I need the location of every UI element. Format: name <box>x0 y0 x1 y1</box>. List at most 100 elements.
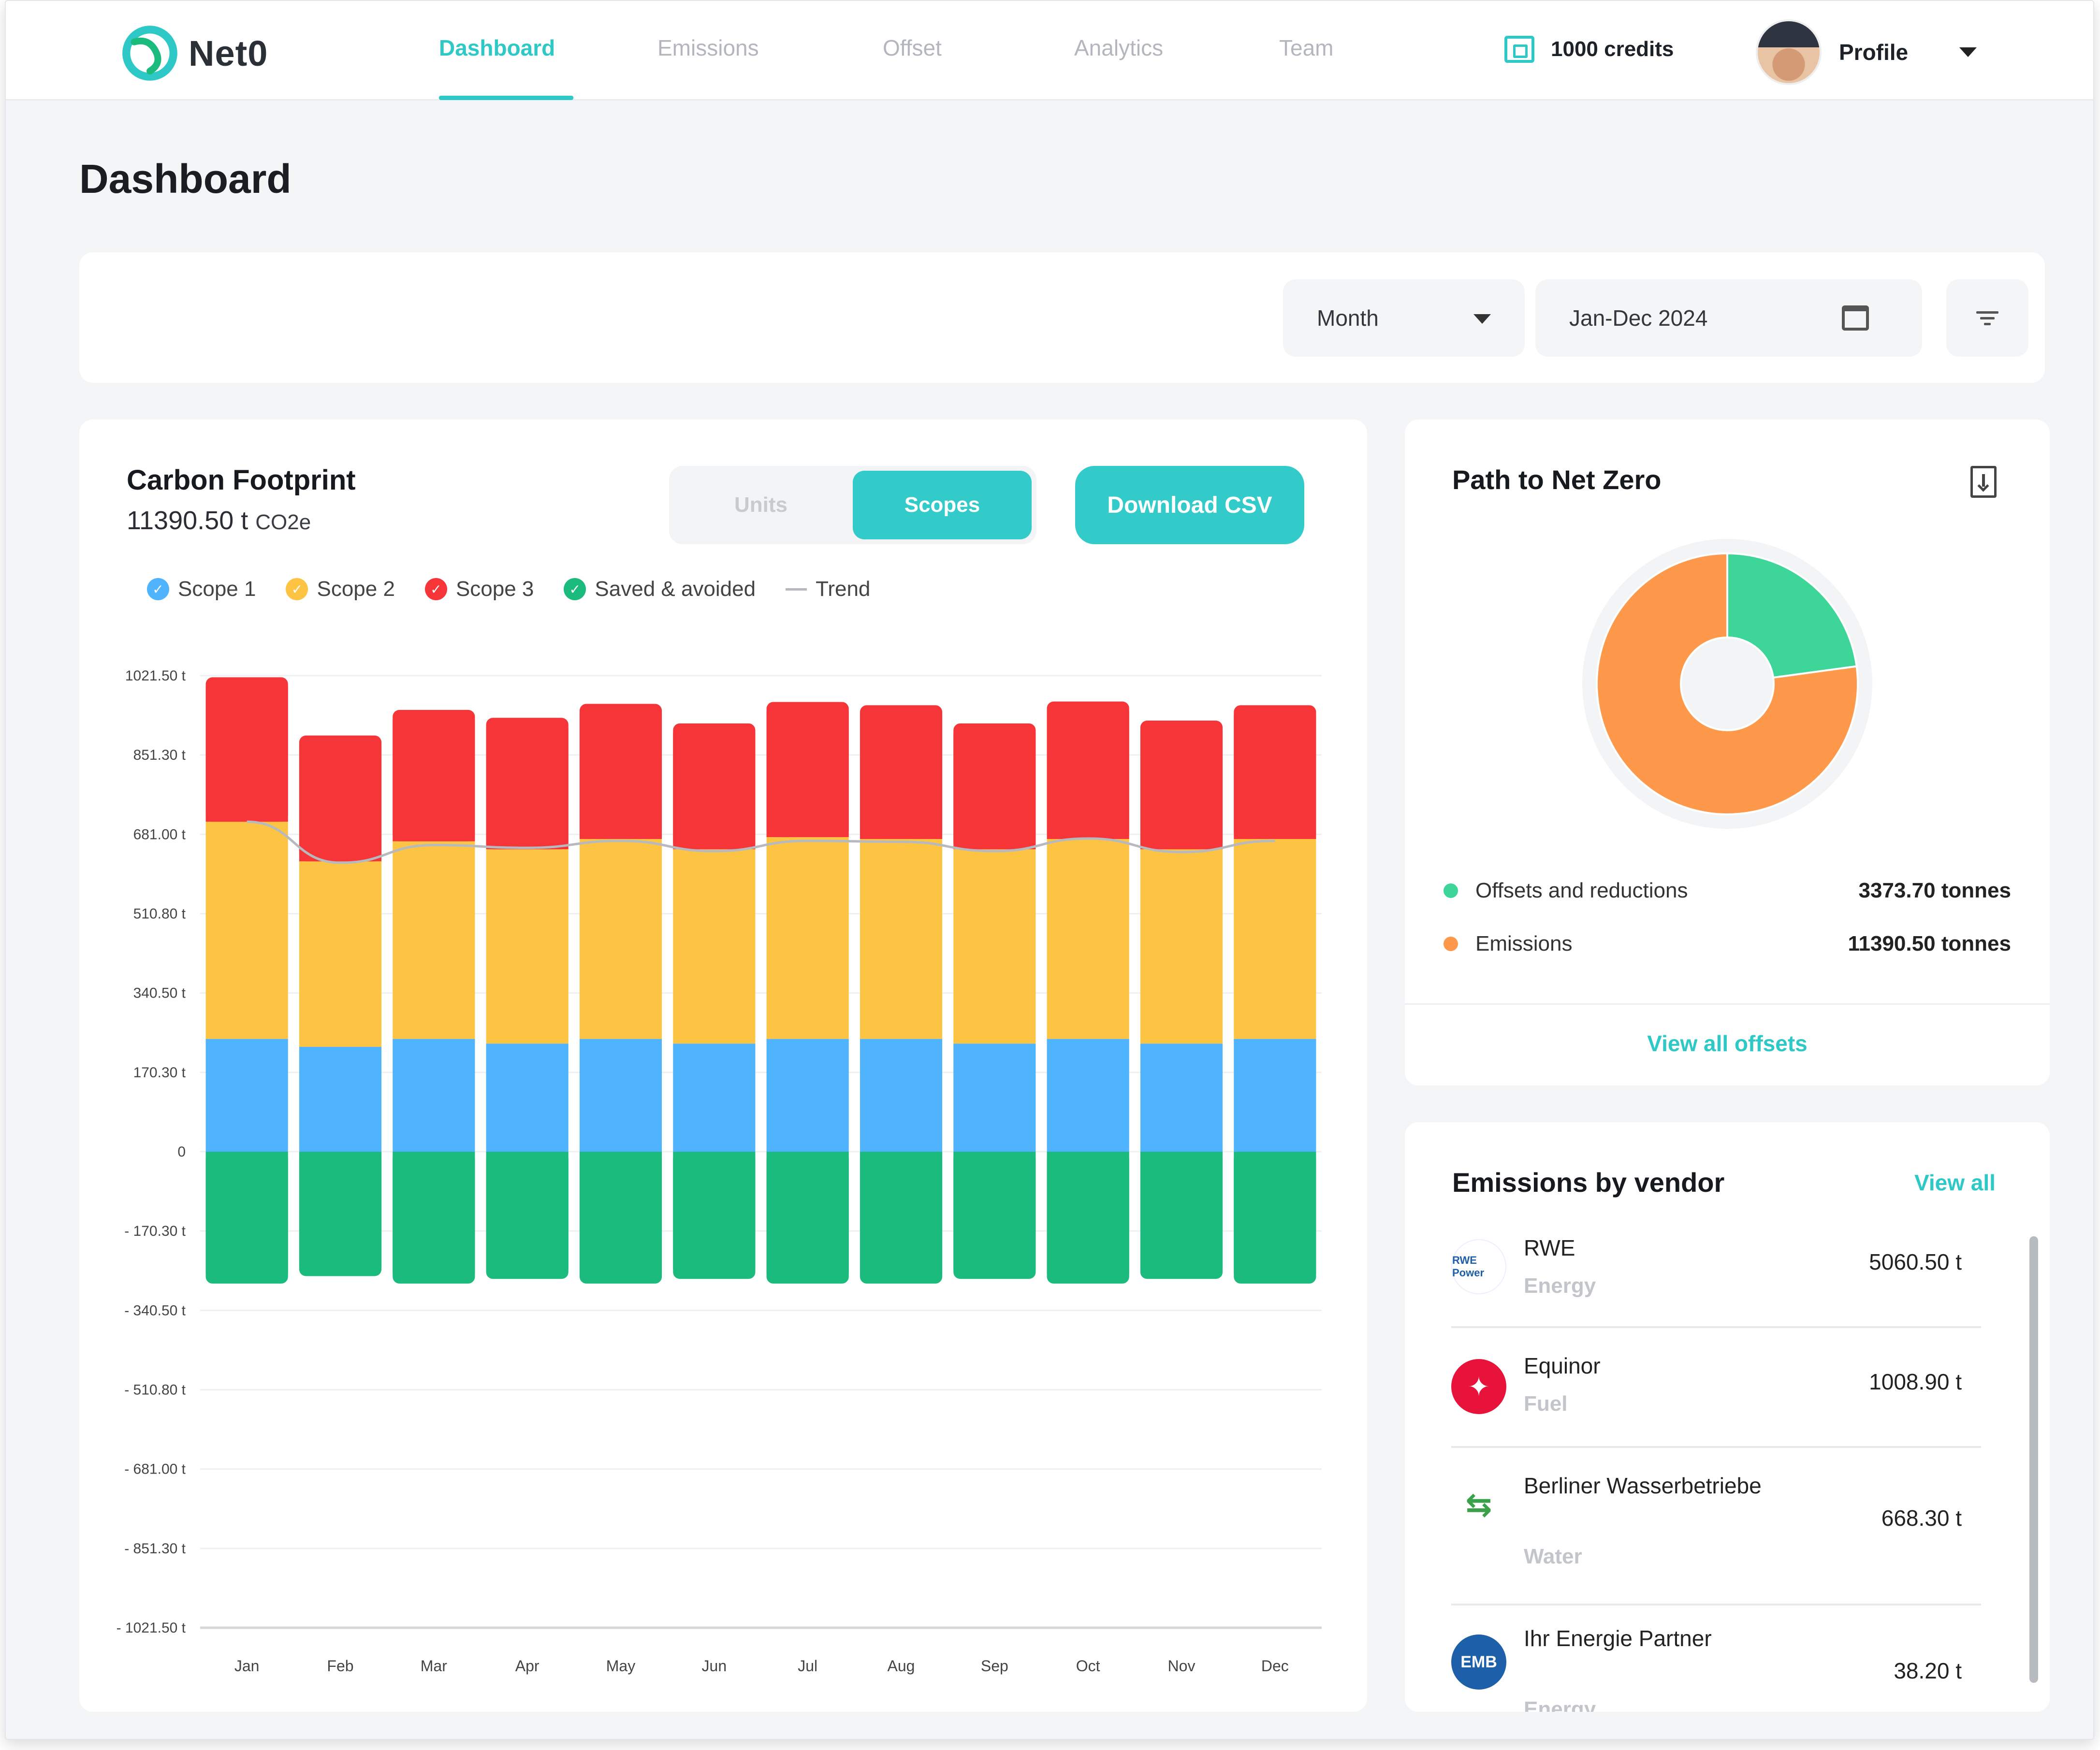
vendor-row-equinor[interactable]: ✦ Equinor Fuel 1008.90 t <box>1451 1347 1981 1468</box>
date-range-value: Jan-Dec 2024 <box>1569 305 1708 331</box>
emissions-by-vendor-card: Emissions by vendor View all RWE Power R… <box>1405 1122 2050 1712</box>
vendor-list-scrollbar[interactable] <box>2029 1236 2038 1683</box>
vendor-view-all-link[interactable]: View all <box>1914 1170 1996 1195</box>
bar-segment <box>299 1047 382 1152</box>
nav-tab-team[interactable]: Team <box>1279 35 1334 60</box>
nav-tab-offset[interactable]: Offset <box>883 35 942 60</box>
divider <box>1451 1326 1981 1328</box>
x-tick-label: Apr <box>515 1657 540 1675</box>
donut-slice <box>1726 552 1858 679</box>
bar-segment <box>486 849 569 1044</box>
trend-line-icon <box>786 588 807 591</box>
toggle-units[interactable]: Units <box>734 493 788 517</box>
legend-scope-1[interactable]: ✓ Scope 1 <box>147 577 256 601</box>
divider <box>1451 1446 1981 1448</box>
legend-saved-avoided[interactable]: ✓ Saved & avoided <box>564 577 756 601</box>
exchange-arrows-icon: ⇆ <box>1451 1477 1506 1532</box>
bar-segment <box>860 839 943 1039</box>
view-toggle: Units Scopes <box>669 466 1036 544</box>
vendor-amount: 1008.90 t <box>1869 1369 1962 1394</box>
vendor-row-berliner-wasserbetriebe[interactable]: ⇆ Berliner Wasserbetriebe Water 668.30 t <box>1451 1467 1981 1622</box>
bar-stack-apr <box>486 718 569 1279</box>
vendor-amount: 38.20 t <box>1894 1658 1962 1683</box>
vendor-row-rwe[interactable]: RWE Power RWE Energy 5060.50 t <box>1451 1229 1981 1350</box>
bar-segment <box>1047 839 1129 1039</box>
path-to-net-zero-card: Path to Net Zero Offsets and reductions … <box>1405 419 2050 1085</box>
wallet-icon <box>1504 36 1534 63</box>
vendor-row-ihr-energie-partner[interactable]: EMB Ihr Energie Partner Energy 38.20 t <box>1451 1620 1981 1712</box>
bar-stack-may <box>579 704 662 1284</box>
y-tick-label: - 681.00 t <box>124 1461 186 1477</box>
bar-segment <box>393 1039 475 1152</box>
export-file-icon[interactable] <box>1970 466 1997 498</box>
bar-segment-fill <box>1140 730 1223 850</box>
y-tick-label: 681.00 t <box>133 826 186 842</box>
y-tick-label: - 510.80 t <box>124 1382 186 1398</box>
legend-scope-2[interactable]: ✓ Scope 2 <box>286 577 395 601</box>
toggle-scopes[interactable]: Scopes <box>853 471 1032 539</box>
avatar <box>1756 19 1822 85</box>
bar-segment <box>205 1039 288 1152</box>
bar-stack-aug <box>860 705 943 1284</box>
filter-button[interactable] <box>1946 279 2028 357</box>
x-tick-label: Feb <box>327 1657 353 1675</box>
bar-segment-fill <box>579 713 662 839</box>
bar-segment <box>860 1039 943 1152</box>
nav-tab-analytics[interactable]: Analytics <box>1074 35 1164 60</box>
legend-label: Saved & avoided <box>595 577 756 601</box>
bar-stack-mar <box>393 709 475 1284</box>
bar-segment <box>1047 1039 1129 1152</box>
download-csv-button[interactable]: Download CSV <box>1075 466 1304 544</box>
bar-stack-nov <box>1140 721 1223 1279</box>
bar-segment-fill <box>1234 715 1316 839</box>
vendor-amount: 668.30 t <box>1881 1505 1962 1531</box>
x-tick-label: Mar <box>421 1657 447 1675</box>
legend-label: Scope 3 <box>455 577 534 601</box>
net-zero-donut-chart <box>1582 539 1872 829</box>
x-tick-label: Aug <box>888 1657 915 1675</box>
legend-trend[interactable]: Trend <box>786 577 870 601</box>
x-tick-label: Nov <box>1168 1657 1196 1675</box>
profile-menu[interactable]: Profile <box>1756 19 1977 85</box>
bar-segment <box>1234 839 1316 1039</box>
bar-segment-fill <box>860 715 943 839</box>
period-select[interactable]: Month <box>1283 279 1525 357</box>
brand-name: Net0 <box>189 33 268 73</box>
vendor-category: Energy <box>1524 1274 1596 1298</box>
bar-segment <box>486 1043 569 1152</box>
x-tick-label: Jul <box>798 1657 817 1675</box>
check-icon: ✓ <box>147 578 169 600</box>
x-tick-label: Oct <box>1076 1657 1100 1675</box>
bar-stack-dec <box>1234 705 1316 1284</box>
net-zero-row-offsets: Offsets and reductions 3373.70 tonnes <box>1444 879 2011 903</box>
y-tick-label: - 851.30 t <box>124 1541 186 1557</box>
nav-tab-dashboard[interactable]: Dashboard <box>439 35 555 60</box>
chevron-down-icon <box>1959 47 1977 57</box>
bar-segment-negative-fill <box>579 1152 662 1274</box>
carbon-total-unit: CO2e <box>255 510 311 534</box>
net-zero-label: Offsets and reductions <box>1475 879 1688 902</box>
equinor-logo-icon: ✦ <box>1451 1359 1506 1414</box>
bar-segment-negative-fill <box>299 1152 382 1267</box>
page-title: Dashboard <box>79 156 292 202</box>
legend-scope-3[interactable]: ✓ Scope 3 <box>424 577 534 601</box>
x-tick-label: May <box>606 1657 635 1675</box>
view-all-offsets-link[interactable]: View all offsets <box>1647 1031 1808 1056</box>
vendor-category: Fuel <box>1524 1392 1568 1416</box>
date-range-picker[interactable]: Jan-Dec 2024 <box>1535 279 1922 357</box>
x-tick-label: Dec <box>1261 1657 1289 1675</box>
nav-tab-emissions[interactable]: Emissions <box>657 35 759 60</box>
donut-slice <box>1596 552 1859 815</box>
bar-segment-fill <box>766 711 849 838</box>
bar-segment-fill <box>486 727 569 850</box>
bar-segment <box>205 822 288 1039</box>
brand-logo[interactable]: Net0 <box>122 25 268 81</box>
credits-button[interactable]: 1000 credits <box>1504 36 1674 63</box>
net-zero-row-emissions: Emissions 11390.50 tonnes <box>1444 932 2011 956</box>
check-icon: ✓ <box>564 578 586 600</box>
divider <box>1405 1003 2050 1005</box>
bar-segment-fill <box>673 733 756 850</box>
vendor-amount: 5060.50 t <box>1869 1249 1962 1274</box>
bar-stack-jun <box>673 723 756 1279</box>
app-window: Net0 Dashboard Emissions Offset Analytic… <box>5 0 2094 1740</box>
